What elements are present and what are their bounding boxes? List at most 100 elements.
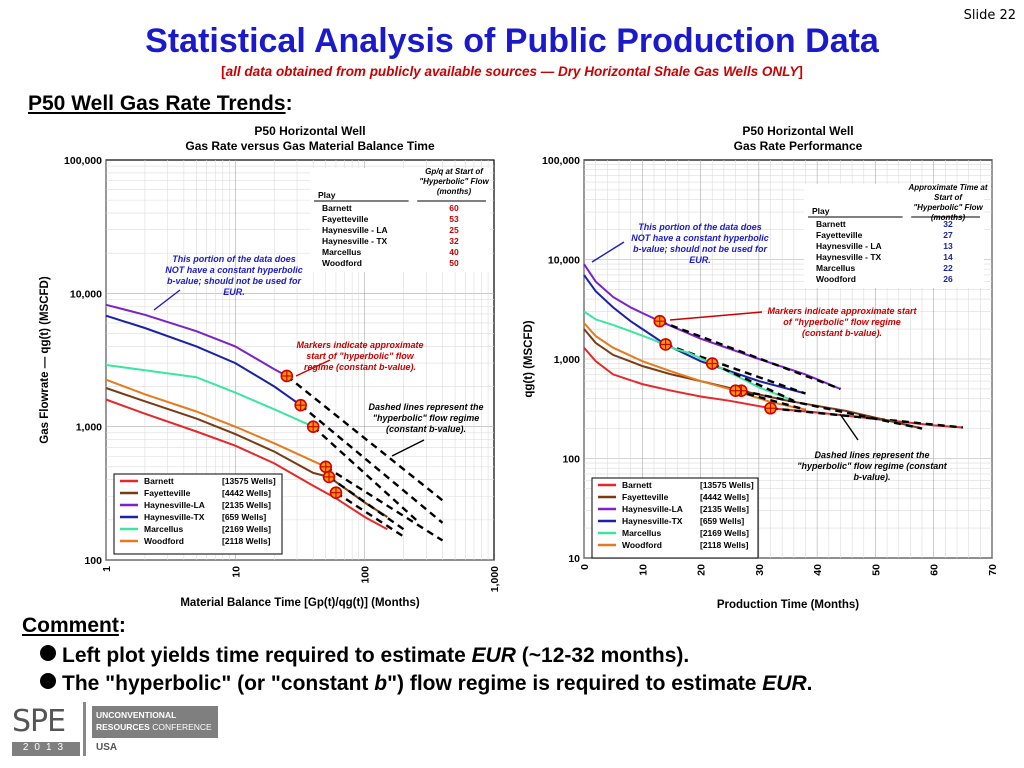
legend-series-wells: [2135 Wells]	[700, 504, 749, 514]
table-play-value: 32	[449, 236, 459, 246]
spe-conference-logo: SPE UNCONVENTIONAL RESOURCES CONFERENCE …	[12, 700, 222, 760]
subtitle-bracket-open: [	[221, 64, 226, 79]
annotation-blue-line-4: EUR.	[689, 255, 711, 265]
table-play-name: Woodford	[816, 274, 856, 284]
annotation-black-line-1: Dashed lines represent the	[368, 402, 483, 412]
y-tick-label: 100	[84, 555, 102, 567]
annotation-blue-line-4: EUR.	[223, 287, 245, 297]
y-tick-label: 10,000	[70, 288, 102, 300]
table-play-value: 50	[449, 258, 459, 268]
section-heading: P50 Well Gas Rate Trends:	[28, 92, 293, 116]
table-header-play: Play	[318, 190, 336, 200]
legend-series-name: Marcellus	[622, 528, 661, 538]
subtitle-text: all data obtained from publicly availabl…	[225, 64, 799, 79]
x-tick-label: 60	[929, 564, 941, 576]
logo-line-1: UNCONVENTIONAL	[96, 710, 177, 720]
y-tick-label: 100	[562, 454, 580, 466]
y-tick-label: 10	[568, 553, 580, 565]
slide-title: Statistical Analysis of Public Productio…	[145, 22, 879, 60]
y-tick-label: 100,000	[64, 155, 102, 167]
series-line-barnett	[105, 398, 388, 531]
bullet-1-text-b: (~12-32 months).	[515, 644, 690, 667]
annotation-red-line-1: Markers indicate approximate	[296, 340, 423, 350]
table-header-value-line-3: "Hyperbolic" Flow	[913, 203, 983, 212]
slide-number: Slide 22	[963, 8, 1016, 23]
legend-series-wells: [659 Wells]	[700, 516, 744, 526]
chart-subtitle: Gas Rate versus Gas Material Balance Tim…	[185, 139, 435, 153]
legend-series-wells: [2135 Wells]	[222, 500, 271, 510]
table-play-name: Haynesville - LA	[322, 225, 388, 235]
series-line-haynesville-la	[583, 263, 841, 390]
logo-country: USA	[96, 742, 118, 753]
logo-line-2b: CONFERENCE	[152, 722, 212, 732]
y-axis-label: Gas Flowrate — qg(t) (MSCFD)	[39, 276, 51, 444]
table-play-value: 40	[449, 247, 459, 257]
legend-series-wells: [2118 Wells]	[222, 536, 271, 546]
legend-series-name: Haynesville-LA	[622, 504, 683, 514]
x-tick-label: 70	[987, 564, 999, 576]
annotation-red-line-1: Markers indicate approximate start	[767, 306, 917, 316]
logo-year: 2013	[12, 742, 80, 756]
logo-line-2a: RESOURCES	[96, 722, 150, 732]
annotation-blue-line-2: NOT have a constant hyperbolic	[631, 233, 769, 243]
x-axis-label: Material Balance Time [Gp(t)/qg(t)] (Mon…	[180, 597, 420, 609]
logo-box	[92, 706, 218, 738]
bullet-1-text-a: Left plot yields time required to estima…	[62, 644, 472, 667]
series-line-haynesville-tx	[583, 274, 806, 395]
bullet-dot-icon	[40, 673, 56, 689]
legend-series-name: Haynesville-TX	[144, 512, 205, 522]
hyperbolic-dashed-line-marcellus	[711, 362, 795, 402]
bullet-dot-icon	[40, 645, 56, 661]
comment-colon: :	[118, 614, 126, 637]
table-play-value: 25	[449, 225, 459, 235]
table-play-name: Marcellus	[322, 247, 361, 257]
legend-series-wells: [2118 Wells]	[700, 540, 749, 550]
table-play-name: Barnett	[816, 219, 846, 229]
table-play-name: Woodford	[322, 258, 362, 268]
y-tick-label: 10,000	[548, 255, 580, 267]
x-tick-label: 100	[360, 566, 372, 584]
y-tick-label: 100,000	[542, 155, 580, 167]
annotation-blue-line-3: b-value; should not be used for	[633, 244, 768, 254]
table-header-value-line-2: Start of	[934, 193, 963, 202]
comment-bullet-2: The "hyperbolic" (or "constant b") flow …	[40, 672, 812, 696]
x-axis-label: Production Time (Months)	[717, 599, 859, 611]
series-line-woodford	[105, 378, 327, 468]
table-play-name: Haynesville - TX	[322, 236, 388, 246]
bullet-2-text-c: .	[806, 672, 813, 695]
bullet-2-text-italic-2: EUR	[762, 672, 807, 695]
subtitle-bracket-close: ]	[798, 64, 803, 79]
x-tick-label: 0	[579, 564, 591, 570]
table-play-value: 22	[943, 263, 953, 273]
x-tick-label: 1,000	[489, 566, 500, 592]
legend-series-name: Woodford	[144, 536, 184, 546]
x-tick-label: 1	[101, 566, 113, 572]
annotation-red-line-2: start of "hyperbolic" flow	[306, 351, 415, 361]
comment-heading: Comment:	[22, 614, 126, 638]
chart-title: P50 Horizontal Well	[742, 124, 853, 138]
table-play-value: 26	[943, 274, 953, 284]
x-tick-label: 20	[696, 564, 708, 576]
y-axis-label: qg(t) (MSCFD)	[523, 320, 535, 397]
legend-series-name: Barnett	[622, 480, 652, 490]
legend-series-wells: [13575 Wells]	[700, 480, 754, 490]
chart-subtitle: Gas Rate Performance	[734, 139, 863, 153]
table-play-value: 14	[943, 252, 953, 262]
y-tick-label: 1,000	[554, 354, 580, 366]
table-play-name: Haynesville - TX	[816, 252, 882, 262]
logo-spe-text: SPE	[12, 704, 66, 739]
annotation-blue-arrow	[591, 241, 625, 263]
annotation-blue-line-1: This portion of the data does	[172, 254, 296, 264]
annotation-blue-arrow	[153, 289, 181, 311]
chart-title: P50 Horizontal Well	[254, 124, 365, 138]
legend-series-name: Haynesville-LA	[144, 500, 205, 510]
series-line-haynesville-la	[105, 303, 288, 377]
table-play-value: 27	[943, 230, 953, 240]
legend-series-wells: [659 Wells]	[222, 512, 266, 522]
table-play-name: Haynesville - LA	[816, 241, 882, 251]
x-tick-label: 40	[812, 564, 824, 576]
annotation-red-arrow	[669, 311, 763, 321]
annotation-black-line-1: Dashed lines represent the	[814, 450, 929, 460]
annotation-blue-line-3: b-value; should not be used for	[167, 276, 302, 286]
